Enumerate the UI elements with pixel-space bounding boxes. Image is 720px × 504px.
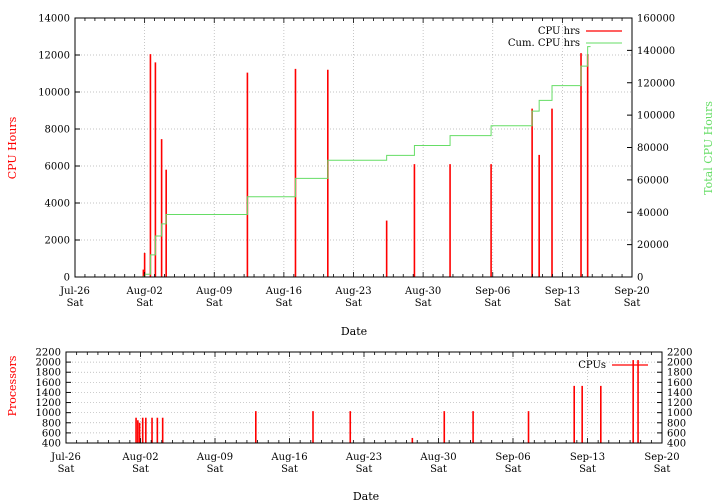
x-tick-label-date: Sep-06 bbox=[475, 286, 510, 297]
y2-tick-label: 80000 bbox=[637, 143, 669, 154]
y-tick-label: 1800 bbox=[36, 368, 61, 379]
bottom-y-axis-title: Processors bbox=[6, 355, 19, 416]
y-tick-label: 2000 bbox=[36, 358, 61, 369]
y-tick-label: 600 bbox=[42, 428, 61, 439]
x-tick-label-date: Aug-30 bbox=[419, 452, 456, 463]
x-tick-label-date: Aug-30 bbox=[404, 286, 441, 297]
x-tick-label-date: Aug-09 bbox=[195, 286, 232, 297]
y-tick-label: 400 bbox=[42, 439, 61, 450]
cumulative-cpu-step-line bbox=[75, 46, 591, 278]
bottom-grid bbox=[66, 352, 662, 443]
top-grid bbox=[75, 18, 632, 277]
x-tick-label-day: Sat bbox=[206, 298, 223, 309]
y-tick-label-right: 1200 bbox=[667, 398, 692, 409]
x-tick-label-date: Sep-13 bbox=[570, 452, 605, 463]
y2-tick-label: 20000 bbox=[637, 240, 669, 251]
bottom-x-tick-labels: Jul-26SatAug-02SatAug-09SatAug-16SatAug-… bbox=[50, 452, 680, 475]
x-tick-label-date: Sep-20 bbox=[644, 452, 679, 463]
y-tick-label: 1400 bbox=[36, 388, 61, 399]
x-tick-label-day: Sat bbox=[275, 298, 292, 309]
x-tick-label-day: Sat bbox=[505, 464, 522, 475]
y-tick-label-right: 1000 bbox=[667, 408, 692, 419]
y-tick-label: 2000 bbox=[45, 236, 70, 247]
y-tick-label: 1600 bbox=[36, 378, 61, 389]
y2-tick-label: 40000 bbox=[637, 208, 669, 219]
processor-bars bbox=[135, 360, 639, 443]
y-tick-label: 4000 bbox=[45, 199, 70, 210]
x-tick-label-date: Aug-23 bbox=[334, 286, 371, 297]
y2-tick-label: 100000 bbox=[637, 111, 675, 122]
top-y2-tick-labels: 0 20000 40000 60000 80000 100000 120000 140000 1… bbox=[637, 14, 675, 284]
y-tick-label: 800 bbox=[42, 418, 61, 429]
x-tick-label-day: Sat bbox=[624, 298, 641, 309]
legend-label-cpus: CPUs bbox=[578, 360, 606, 371]
y-tick-label-right: 600 bbox=[667, 428, 686, 439]
top-legend: CPU hrs Cum. CPU hrs bbox=[508, 26, 622, 49]
y-tick-label: 8000 bbox=[45, 125, 70, 136]
top-axis-ticks bbox=[74, 17, 633, 278]
legend-label-cpu-hrs: CPU hrs bbox=[538, 26, 580, 37]
x-tick-label-date: Sep-13 bbox=[545, 286, 580, 297]
x-tick-label-date: Aug-16 bbox=[270, 452, 307, 463]
cpu-hours-chart: 0 2000 4000 6000 8000 10000 12000 14000 0 20000 4… bbox=[6, 14, 715, 339]
x-tick-label-date: Jul-26 bbox=[59, 286, 90, 297]
y2-tick-label: 140000 bbox=[637, 46, 675, 57]
x-tick-label-date: Aug-02 bbox=[126, 286, 163, 297]
y-tick-label-right: 1400 bbox=[667, 388, 692, 399]
x-tick-label-date: Sep-06 bbox=[495, 452, 530, 463]
top-x-tick-labels: Jul-26SatAug-02SatAug-09SatAug-16SatAug-… bbox=[59, 286, 650, 309]
y-tick-label-right: 1800 bbox=[667, 368, 692, 379]
top-x-axis-title: Date bbox=[341, 325, 367, 338]
y-tick-label: 2200 bbox=[36, 348, 61, 359]
y-tick-label: 0 bbox=[64, 273, 70, 284]
legend-label-cum-cpu-hrs: Cum. CPU hrs bbox=[508, 38, 580, 49]
x-tick-label-day: Sat bbox=[554, 298, 571, 309]
x-tick-label-day: Sat bbox=[136, 298, 153, 309]
x-tick-label-day: Sat bbox=[207, 464, 224, 475]
x-tick-label-day: Sat bbox=[281, 464, 298, 475]
bottom-x-axis-title: Date bbox=[353, 490, 379, 503]
bottom-axis-ticks bbox=[65, 351, 663, 444]
y-tick-label: 6000 bbox=[45, 162, 70, 173]
x-tick-label-date: Sep-20 bbox=[614, 286, 649, 297]
x-tick-label-day: Sat bbox=[345, 298, 362, 309]
y-tick-label: 14000 bbox=[38, 14, 70, 25]
x-tick-label-day: Sat bbox=[58, 464, 75, 475]
y-tick-label: 10000 bbox=[38, 88, 70, 99]
x-tick-label-day: Sat bbox=[579, 464, 596, 475]
x-tick-label-day: Sat bbox=[67, 298, 84, 309]
top-y-tick-labels: 0 2000 4000 6000 8000 10000 12000 14000 bbox=[38, 14, 70, 284]
y-tick-label-right: 400 bbox=[667, 439, 686, 450]
y-tick-label-right: 2200 bbox=[667, 348, 692, 359]
x-tick-label-day: Sat bbox=[484, 298, 501, 309]
x-tick-label-day: Sat bbox=[132, 464, 149, 475]
x-tick-label-date: Aug-16 bbox=[265, 286, 302, 297]
y2-tick-label: 160000 bbox=[637, 14, 675, 25]
y-tick-label: 1000 bbox=[36, 408, 61, 419]
x-tick-label-date: Aug-09 bbox=[196, 452, 233, 463]
y-tick-label-right: 800 bbox=[667, 418, 686, 429]
cpu-hours-bars bbox=[142, 53, 589, 277]
y-tick-label-right: 2000 bbox=[667, 358, 692, 369]
top-y-axis-title: CPU Hours bbox=[6, 116, 19, 179]
x-tick-label-day: Sat bbox=[356, 464, 373, 475]
y2-tick-label: 120000 bbox=[637, 78, 675, 89]
top-y2-axis-title: Total CPU Hours bbox=[702, 101, 715, 195]
y-tick-label: 12000 bbox=[38, 51, 70, 62]
x-tick-label-day: Sat bbox=[654, 464, 671, 475]
y-tick-label-right: 1600 bbox=[667, 378, 692, 389]
y2-tick-label: 60000 bbox=[637, 175, 669, 186]
y2-tick-label: 0 bbox=[637, 273, 643, 284]
y-tick-label: 1200 bbox=[36, 398, 61, 409]
x-tick-label-day: Sat bbox=[430, 464, 447, 475]
x-tick-label-date: Jul-26 bbox=[50, 452, 81, 463]
x-tick-label-date: Aug-23 bbox=[345, 452, 382, 463]
x-tick-label-date: Aug-02 bbox=[121, 452, 158, 463]
bottom-legend: CPUs bbox=[578, 360, 648, 371]
x-tick-label-day: Sat bbox=[415, 298, 432, 309]
